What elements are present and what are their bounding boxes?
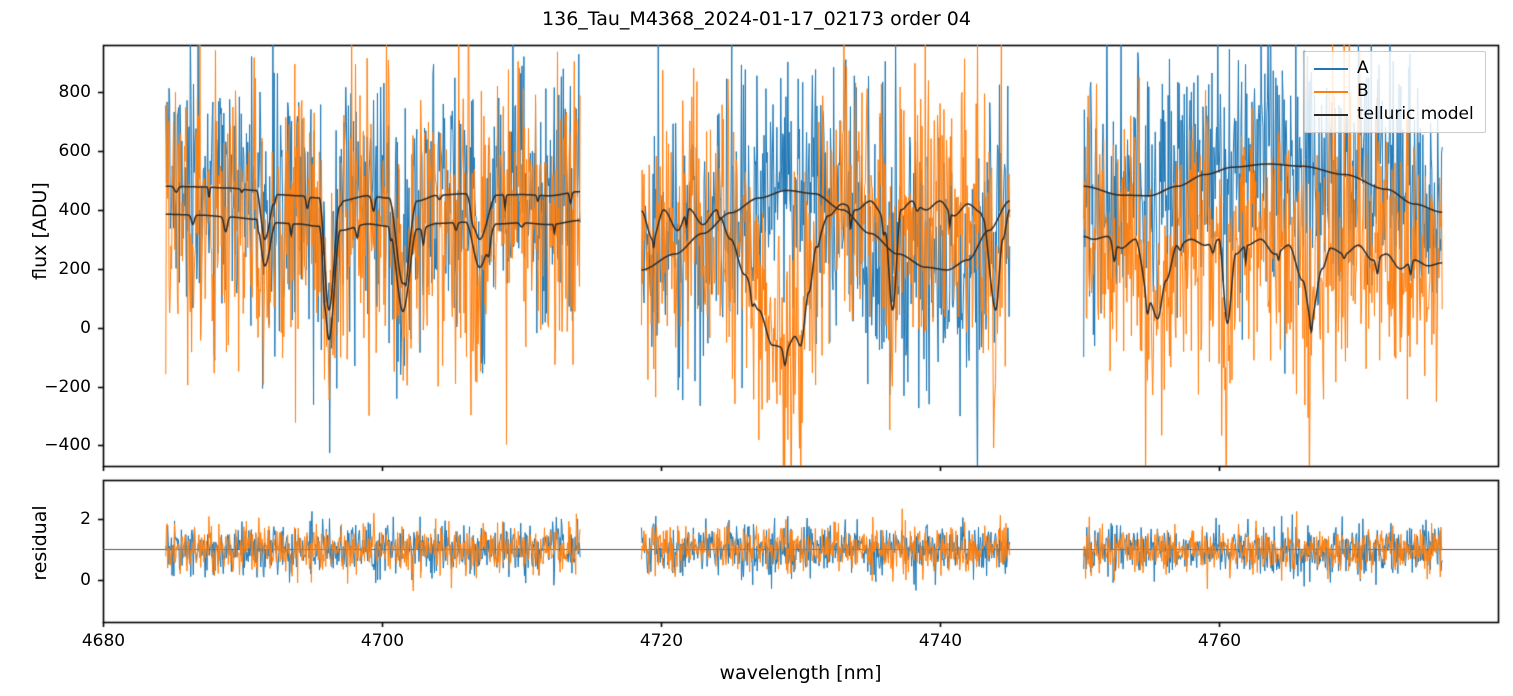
legend-swatch-b [1314,90,1348,93]
legend-item-b: B [1311,80,1479,103]
legend-label-telluric-model: telluric model [1357,104,1474,124]
legend-swatch-telluric-model [1314,113,1348,116]
legend-label-b: B [1357,81,1369,101]
legend-label-a: A [1357,58,1369,78]
legend: A B telluric model [1304,51,1486,133]
legend-item-a: A [1311,57,1479,80]
legend-swatch-a [1314,67,1348,70]
legend-item-telluric-model: telluric model [1311,103,1479,126]
